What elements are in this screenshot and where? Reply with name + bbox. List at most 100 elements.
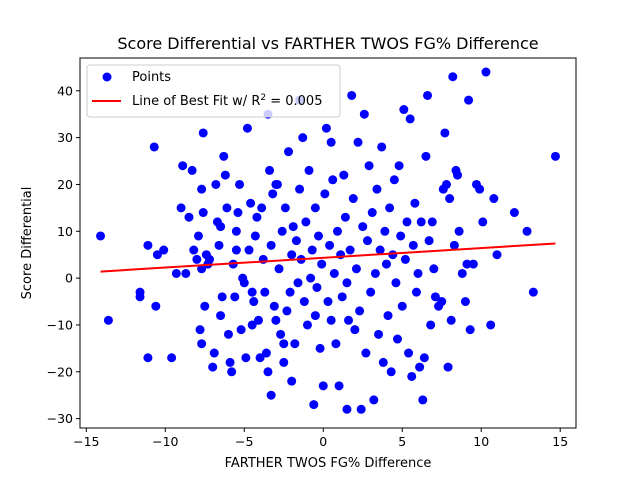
data-point	[370, 268, 380, 278]
data-point	[312, 282, 322, 292]
data-point	[277, 226, 287, 236]
data-point	[413, 268, 423, 278]
data-point	[410, 198, 420, 208]
data-point	[369, 395, 379, 405]
data-point	[350, 325, 360, 335]
data-point	[96, 231, 106, 241]
data-point	[449, 240, 459, 250]
data-point	[249, 297, 259, 307]
data-point	[254, 315, 263, 325]
data-point	[454, 226, 464, 236]
data-point	[223, 329, 233, 339]
data-point	[367, 208, 377, 218]
data-point	[429, 264, 439, 274]
data-point	[290, 339, 300, 349]
y-tick-label: 40	[57, 83, 73, 98]
x-tick-label: −5	[235, 434, 253, 449]
data-point	[260, 287, 270, 297]
data-point	[464, 95, 474, 105]
data-point	[195, 325, 205, 335]
data-point	[244, 245, 254, 255]
data-point	[252, 212, 262, 222]
data-point	[205, 254, 215, 264]
data-point	[306, 273, 316, 283]
data-point	[217, 292, 227, 302]
data-point	[407, 371, 417, 381]
data-point	[446, 315, 456, 325]
data-point	[345, 245, 355, 255]
legend-points-label: Points	[132, 70, 171, 85]
data-point	[135, 292, 145, 302]
data-point	[149, 142, 159, 152]
legend-fit-line-label-main: Line of Best Fit w/ R	[132, 94, 260, 109]
data-point	[339, 170, 349, 180]
data-point	[361, 348, 371, 358]
data-point	[209, 348, 219, 358]
y-tick-label: −30	[47, 411, 73, 426]
data-point	[381, 259, 391, 269]
data-point	[405, 114, 415, 124]
data-point	[241, 353, 251, 363]
data-point	[193, 231, 203, 241]
data-point	[457, 268, 467, 278]
data-point	[198, 128, 208, 138]
data-point	[151, 301, 161, 311]
data-point	[208, 362, 218, 372]
data-point	[231, 245, 241, 255]
data-point	[176, 203, 186, 213]
data-point	[265, 165, 275, 175]
data-point	[332, 226, 342, 236]
data-point	[167, 353, 177, 363]
data-point	[236, 325, 246, 335]
data-point	[247, 320, 257, 330]
data-point	[320, 189, 330, 199]
data-point	[255, 353, 265, 363]
data-point	[302, 320, 312, 330]
data-point	[307, 245, 317, 255]
legend-fit-line-label: Line of Best Fit w/ R2 = 0.005	[132, 93, 322, 109]
data-point	[295, 184, 305, 194]
data-point	[274, 264, 284, 274]
data-point	[386, 367, 396, 377]
data-point	[197, 264, 207, 274]
data-point	[358, 222, 368, 232]
data-point	[178, 161, 188, 171]
data-point	[481, 67, 491, 77]
y-tick-label: −20	[47, 364, 73, 379]
data-point	[328, 175, 338, 185]
data-point	[171, 268, 181, 278]
data-point	[219, 151, 229, 161]
data-point	[266, 240, 276, 250]
data-point	[492, 250, 502, 260]
data-point	[143, 240, 153, 250]
data-point	[216, 311, 226, 321]
data-point	[298, 133, 308, 143]
data-point	[351, 264, 361, 274]
data-point	[329, 268, 339, 278]
data-point	[192, 254, 202, 264]
data-point	[314, 231, 324, 241]
data-point	[372, 184, 382, 194]
data-point	[279, 339, 289, 349]
y-tick-label: 30	[57, 130, 73, 145]
data-point	[486, 320, 496, 330]
data-point	[326, 315, 336, 325]
x-tick-label: −15	[73, 434, 99, 449]
data-point	[426, 320, 436, 330]
data-point	[522, 226, 532, 236]
data-point	[374, 329, 384, 339]
data-point	[366, 287, 376, 297]
data-point	[362, 236, 372, 246]
legend: Points Line of Best Fit w/ R2 = 0.005	[86, 64, 341, 118]
y-axis-label: Score Differential	[20, 187, 35, 300]
data-point	[550, 151, 560, 161]
data-point	[400, 254, 410, 264]
x-tick-label: 10	[473, 434, 489, 449]
data-point	[437, 297, 447, 307]
data-point	[257, 203, 267, 213]
data-point	[279, 357, 289, 367]
data-point	[378, 357, 388, 367]
data-point	[443, 362, 453, 372]
data-point	[430, 292, 440, 302]
data-point	[291, 236, 301, 246]
